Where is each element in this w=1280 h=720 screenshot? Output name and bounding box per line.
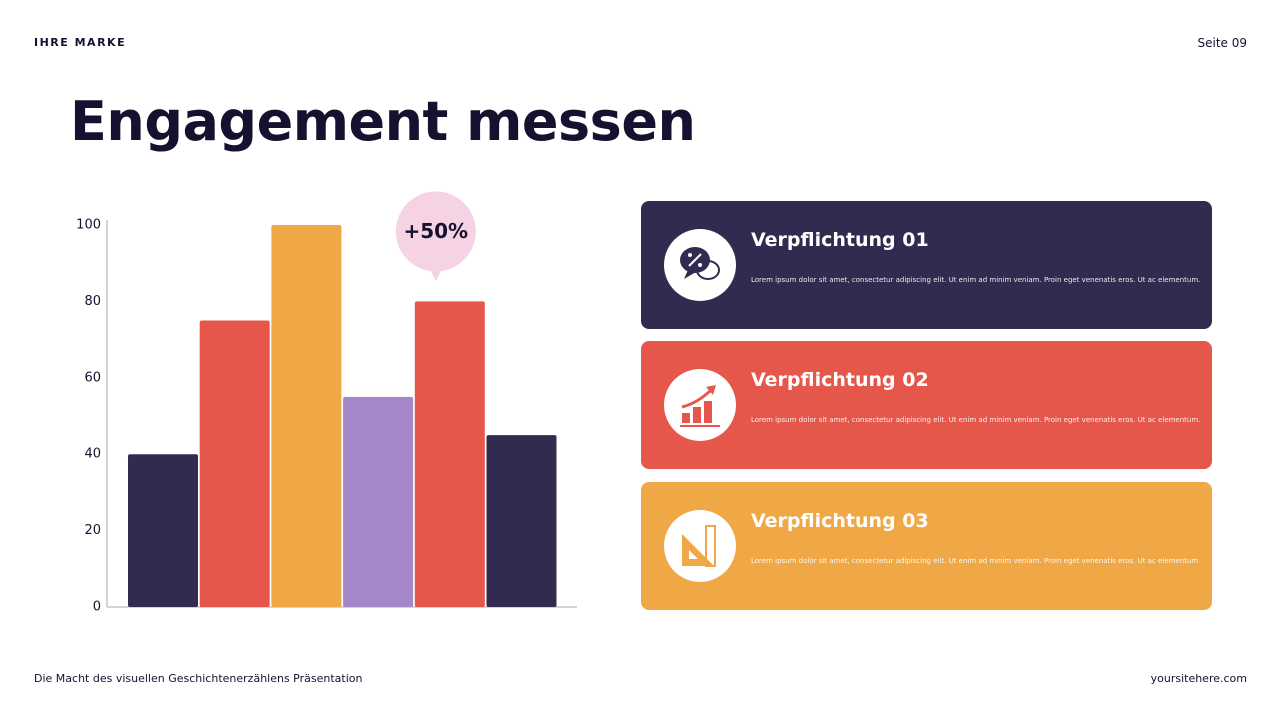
y-tick-label: 20 <box>84 523 101 538</box>
icon <box>664 369 736 441</box>
bar <box>128 454 198 607</box>
icon <box>664 510 736 582</box>
annotation: +50% <box>403 219 468 243</box>
y-tick-label: 80 <box>84 294 101 309</box>
chart: 0 20 40 60 80 100 +50% <box>76 191 577 615</box>
bar <box>199 320 270 607</box>
card: Verpflichtung 03 Lorem ipsum dolor sit a… <box>641 482 1212 610</box>
card-text: Lorem ipsum dolor sit amet, consectetur … <box>751 557 1199 565</box>
y-tick-label: 0 <box>93 600 101 615</box>
slide-title: Engagement messen <box>70 90 696 153</box>
y-tick-label: 100 <box>76 218 101 233</box>
bar <box>486 435 557 607</box>
y-tick-label: 40 <box>84 447 101 462</box>
y-tick-label: 60 <box>84 370 101 385</box>
annotation-bubble <box>395 191 476 272</box>
card-title: Verpflichtung 03 <box>751 510 929 532</box>
brand: IHRE MARKE <box>34 36 127 49</box>
card-text: Lorem ipsum dolor sit amet, consectetur … <box>751 416 1201 424</box>
card-text: Lorem ipsum dolor sit amet, consectetur … <box>751 276 1201 284</box>
card: Verpflichtung 01 Lorem ipsum dolor sit a… <box>641 201 1212 329</box>
icon <box>664 229 736 301</box>
footer-text: Die Macht des visuellen Geschichtenerzäh… <box>34 672 363 685</box>
bar <box>414 301 485 607</box>
annotation-bubble <box>429 269 442 282</box>
footer-url: yoursitehere.com <box>1150 672 1247 685</box>
card-title: Verpflichtung 02 <box>751 369 929 391</box>
page-number: Seite 09 <box>1197 36 1247 50</box>
bar <box>343 396 414 607</box>
card-title: Verpflichtung 01 <box>751 229 929 251</box>
bar <box>271 225 342 607</box>
card: Verpflichtung 02 Lorem ipsum dolor sit a… <box>641 341 1212 469</box>
